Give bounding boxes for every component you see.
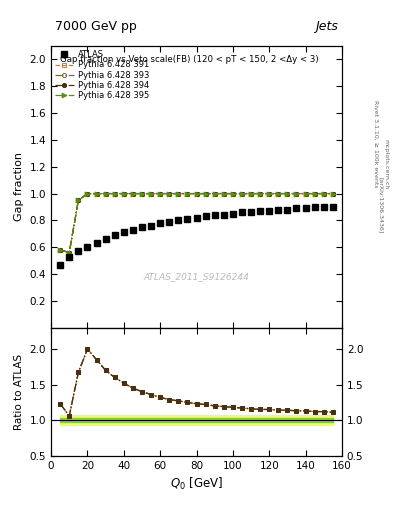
Legend: ATLAS, Pythia 6.428 391, Pythia 6.428 393, Pythia 6.428 394, Pythia 6.428 395: ATLAS, Pythia 6.428 391, Pythia 6.428 39… bbox=[53, 49, 151, 102]
Text: Gap fraction vs Veto scale(FB) (120 < pT < 150, 2 <Δy < 3): Gap fraction vs Veto scale(FB) (120 < pT… bbox=[60, 55, 318, 63]
Y-axis label: Gap fraction: Gap fraction bbox=[14, 153, 24, 221]
Text: Jets: Jets bbox=[315, 20, 338, 33]
Y-axis label: Ratio to ATLAS: Ratio to ATLAS bbox=[14, 354, 24, 430]
Text: Rivet 3.1.10, ≥ 100k events: Rivet 3.1.10, ≥ 100k events bbox=[373, 99, 378, 187]
Text: [arXiv:1306.3436]: [arXiv:1306.3436] bbox=[378, 177, 383, 233]
X-axis label: $Q_0$ [GeV]: $Q_0$ [GeV] bbox=[170, 476, 223, 492]
Text: ATLAS_2011_S9126244: ATLAS_2011_S9126244 bbox=[143, 272, 250, 282]
Text: mcplots.cern.ch: mcplots.cern.ch bbox=[384, 139, 388, 189]
Text: 7000 GeV pp: 7000 GeV pp bbox=[55, 20, 137, 33]
